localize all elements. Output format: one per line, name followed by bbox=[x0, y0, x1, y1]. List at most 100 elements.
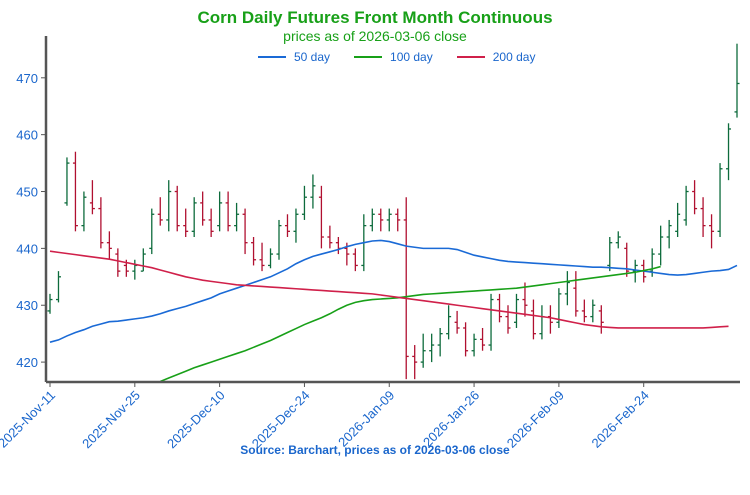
ohlc-bar bbox=[310, 174, 316, 209]
ohlc-bar bbox=[590, 299, 596, 323]
ohlc-bar bbox=[437, 327, 443, 357]
candles-layer bbox=[47, 43, 740, 380]
ohlc-bar bbox=[497, 293, 503, 323]
ohlc-bar bbox=[293, 208, 299, 243]
legend-swatch-200-day bbox=[456, 56, 485, 58]
legend-item-100-day: 100 day bbox=[354, 50, 433, 64]
ohlc-bar bbox=[157, 197, 163, 226]
y-tick-label: 470 bbox=[16, 71, 38, 86]
ohlc-bar bbox=[480, 327, 486, 351]
ohlc-bar bbox=[251, 237, 257, 266]
x-tick-label: 2025-Nov-11 bbox=[0, 388, 58, 451]
ohlc-bar bbox=[208, 208, 214, 238]
ohlc-bar bbox=[726, 123, 732, 181]
ohlc-bar bbox=[522, 282, 528, 317]
ohlc-bar bbox=[454, 310, 460, 334]
ohlc-bar bbox=[64, 157, 70, 206]
ohlc-bar bbox=[471, 333, 477, 357]
x-tick-label: 2026-Jan-26 bbox=[420, 388, 482, 450]
ohlc-bar bbox=[666, 219, 672, 249]
ohlc-bar bbox=[369, 208, 375, 232]
legend: 50 day 100 day 200 day bbox=[258, 50, 535, 64]
x-tick-label: 2026-Feb-09 bbox=[504, 388, 567, 451]
ohlc-bar bbox=[72, 151, 78, 232]
chart-subtitle: prices as of 2026-03-06 close bbox=[283, 28, 467, 44]
legend-swatch-50-day bbox=[258, 56, 286, 58]
ohlc-bar bbox=[115, 248, 121, 277]
x-tick-label: 2025-Dec-10 bbox=[164, 388, 228, 452]
x-tick-label: 2025-Dec-24 bbox=[249, 388, 313, 452]
ohlc-bar bbox=[446, 305, 452, 340]
y-tick-label: 450 bbox=[16, 185, 38, 200]
ohlc-bar bbox=[191, 197, 197, 238]
ohlc-bar bbox=[98, 197, 104, 249]
ohlc-bar bbox=[217, 191, 223, 232]
ohlc-bar bbox=[539, 305, 545, 340]
ohlc-bar bbox=[403, 197, 409, 380]
ohlc-bar bbox=[564, 271, 570, 306]
ohlc-bar bbox=[395, 208, 401, 232]
ohlc-bar bbox=[301, 185, 307, 220]
ohlc-bar bbox=[268, 248, 274, 269]
chart-source: Source: Barchart, prices as of 2026-03-0… bbox=[240, 443, 510, 457]
y-tick-label: 420 bbox=[16, 355, 38, 370]
ohlc-bar bbox=[81, 191, 87, 232]
ohlc-bar bbox=[386, 208, 392, 232]
legend-swatch-100-day bbox=[354, 56, 383, 58]
chart-title: Corn Daily Futures Front Month Continuou… bbox=[197, 8, 553, 27]
ohlc-bar bbox=[89, 180, 95, 215]
ohlc-bar bbox=[429, 333, 435, 363]
ohlc-bar bbox=[658, 225, 664, 266]
ohlc-bar bbox=[734, 43, 740, 118]
ohlc-bar bbox=[573, 271, 579, 317]
ohlc-bar bbox=[259, 242, 265, 272]
ohlc-bar bbox=[183, 208, 189, 238]
x-axis-ticks: 2025-Nov-11 2025-Nov-25 2025-Dec-10 2025-De… bbox=[0, 382, 652, 451]
ohlc-bar bbox=[632, 259, 638, 283]
legend-label-100-day: 100 day bbox=[390, 50, 433, 64]
ohlc-bar bbox=[149, 208, 155, 255]
ohlc-bar bbox=[378, 208, 384, 232]
ohlc-bar bbox=[700, 197, 706, 238]
moving-average-lines bbox=[49, 239, 738, 383]
ma-line-100-day bbox=[159, 265, 661, 383]
ohlc-bar bbox=[412, 345, 418, 380]
ohlc-bar bbox=[675, 202, 681, 238]
x-tick-label: 2026-Jan-09 bbox=[335, 388, 397, 450]
ohlc-bar bbox=[547, 305, 553, 334]
ohlc-bar bbox=[242, 208, 248, 255]
legend-item-50-day: 50 day bbox=[258, 50, 330, 64]
x-tick-label: 2026-Feb-24 bbox=[589, 388, 652, 451]
ohlc-bar bbox=[335, 237, 341, 255]
ohlc-bar bbox=[530, 299, 536, 340]
ohlc-bar bbox=[581, 299, 587, 323]
ohlc-bar bbox=[717, 163, 723, 238]
legend-item-200-day: 200 day bbox=[456, 50, 535, 64]
ohlc-bar bbox=[488, 293, 494, 351]
ohlc-bar bbox=[598, 305, 604, 334]
ohlc-bar bbox=[55, 271, 61, 303]
y-tick-label: 430 bbox=[16, 298, 38, 313]
ohlc-bar bbox=[556, 288, 562, 328]
legend-label-50-day: 50 day bbox=[294, 50, 331, 64]
ohlc-bar bbox=[200, 191, 206, 226]
y-tick-label: 460 bbox=[16, 128, 38, 143]
axes-layer bbox=[44, 36, 740, 384]
y-tick-label: 440 bbox=[16, 241, 38, 256]
ohlc-bar bbox=[709, 214, 715, 249]
ohlc-bar bbox=[318, 185, 324, 249]
y-axis-ticks: 420 430 440 450 460 470 bbox=[16, 71, 46, 370]
ohlc-bar bbox=[106, 231, 112, 260]
ohlc-bar bbox=[284, 214, 290, 238]
ohlc-bar bbox=[505, 305, 511, 334]
ohlc-bar bbox=[420, 333, 426, 368]
ohlc-bar bbox=[225, 191, 231, 232]
ohlc-bar bbox=[463, 322, 469, 357]
ohlc-bar bbox=[174, 185, 180, 232]
ohlc-bar bbox=[140, 248, 146, 272]
ohlc-bar bbox=[513, 293, 519, 328]
ohlc-bar bbox=[352, 248, 358, 272]
ohlc-bar bbox=[47, 293, 53, 314]
x-tick-label: 2025-Nov-25 bbox=[79, 388, 143, 452]
